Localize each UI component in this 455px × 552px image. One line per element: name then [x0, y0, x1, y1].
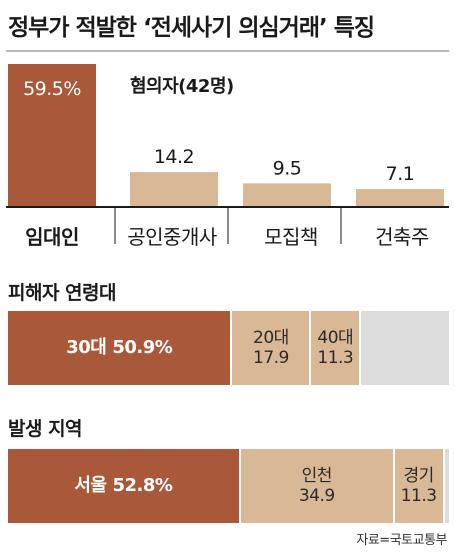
- stack-segment-0: 서울 52.8%: [8, 449, 241, 523]
- stack-segment-1: 20대 17.9: [232, 311, 312, 385]
- segment-category: 40대: [317, 327, 354, 348]
- segment-value: 17.9: [253, 348, 289, 368]
- segment-category: 서울: [74, 475, 107, 497]
- bar-category-label-3: 건축주: [375, 225, 429, 249]
- region-section-title: 발생 지역: [8, 418, 83, 440]
- bar-value-label-2: 9.5: [273, 157, 302, 179]
- bar-value-label-1: 14.2: [154, 146, 194, 168]
- stack-segment-2: 경기 11.3: [394, 449, 445, 523]
- age-stacked-bar: 30대 50.9% 20대 17.9 40대 11.3: [8, 311, 449, 385]
- stack-segment-2: 40대 11.3: [311, 311, 362, 385]
- bar-category-label-2: 모집책: [264, 225, 318, 249]
- age-section-title: 피해자 연령대: [8, 282, 117, 304]
- segment-value: 34.9: [298, 486, 335, 506]
- bar-value-label-0: 59.5%: [23, 78, 81, 100]
- stack-segment-3: [444, 449, 449, 523]
- chart-title: 정부가 적발한 ‘전세사기 의심거래’ 특징: [8, 15, 375, 41]
- segment-value: 52.8%: [112, 475, 173, 497]
- suspect-bar-chart: 59.5% 임대인 14.2 공인중개사 9.5 모집책 7.1 건축주: [6, 64, 449, 249]
- segment-value: 11.3: [317, 348, 354, 368]
- bar-chart-subtitle: 혐의자(42명): [130, 76, 234, 97]
- bar-1: [130, 172, 218, 206]
- stack-segment-3: [361, 311, 449, 385]
- bar-category-label-1: 공인중개사: [127, 225, 217, 249]
- bar-category-label-0: 임대인: [25, 225, 79, 249]
- title-divider: [6, 50, 449, 52]
- source-note: 자료=국토교통부: [356, 533, 447, 548]
- bar-2: [243, 183, 331, 206]
- bar-0: [8, 64, 96, 206]
- stack-segment-1: 인천 34.9: [240, 449, 395, 523]
- segment-category: 30대: [66, 337, 107, 359]
- segment-value: 11.3: [400, 486, 437, 506]
- segment-category: 인천: [301, 465, 333, 486]
- segment-category: 20대: [253, 327, 289, 348]
- segment-category: 경기: [403, 465, 435, 486]
- stack-segment-0: 30대 50.9%: [8, 311, 233, 385]
- bar-value-label-3: 7.1: [386, 163, 415, 185]
- region-stacked-bar: 서울 52.8% 인천 34.9 경기 11.3: [8, 449, 449, 523]
- segment-value: 50.9%: [112, 337, 173, 359]
- bar-3: [356, 189, 444, 206]
